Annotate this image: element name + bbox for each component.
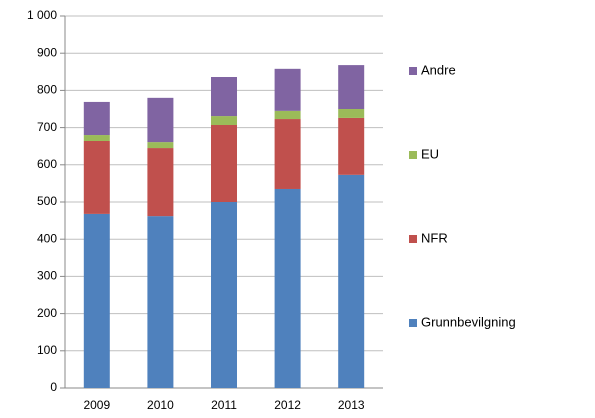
bar-segment — [338, 117, 365, 175]
y-tick-label: 0 — [50, 380, 57, 394]
bar-segment — [274, 119, 301, 189]
x-tick-label: 2010 — [147, 398, 174, 412]
bar-segment — [338, 109, 365, 118]
x-tick-label: 2012 — [274, 398, 301, 412]
bar-segment — [211, 124, 237, 202]
x-tick-label: 2011 — [211, 398, 237, 412]
y-tick-label: 900 — [37, 45, 57, 59]
y-tick-label: 500 — [37, 194, 57, 208]
bar-segment — [274, 188, 301, 388]
y-tick-label: 700 — [37, 120, 57, 134]
bar-segment — [147, 142, 174, 149]
y-tick-label: 200 — [37, 306, 57, 320]
bar-segment — [338, 65, 365, 109]
bar-segment — [83, 213, 110, 388]
bar-segment — [147, 97, 174, 143]
bar-segment — [83, 140, 110, 214]
legend-label: Grunnbevilgning — [421, 314, 516, 329]
bar-segment — [274, 110, 301, 120]
bar-segment — [211, 77, 237, 117]
legend-label: Andre — [421, 62, 456, 77]
bar-segment — [147, 216, 174, 388]
bar-segment — [338, 174, 365, 388]
y-tick-label: 600 — [37, 157, 57, 171]
legend-swatch — [409, 67, 417, 75]
legend-swatch — [409, 319, 417, 327]
x-tick-label: 2013 — [338, 398, 365, 412]
y-tick-label: 1 000 — [27, 8, 57, 22]
bar-segment — [83, 135, 110, 141]
y-tick-label: 800 — [37, 83, 57, 97]
y-tick-label: 400 — [37, 231, 57, 245]
bar-segment — [147, 148, 174, 217]
legend-swatch — [409, 235, 417, 243]
legend-label: NFR — [421, 230, 448, 245]
legend: Grunnbevilgning NFR EU Andre — [409, 62, 516, 329]
bar-segment — [274, 68, 301, 111]
bar-segment — [211, 116, 237, 125]
x-tick-label: 2009 — [83, 398, 110, 412]
y-tick-label: 300 — [37, 269, 57, 283]
legend-swatch — [409, 151, 417, 159]
bar-segment — [211, 202, 237, 388]
y-tick-label: 100 — [37, 343, 57, 357]
legend-label: EU — [421, 146, 439, 161]
bar-segment — [83, 101, 110, 136]
